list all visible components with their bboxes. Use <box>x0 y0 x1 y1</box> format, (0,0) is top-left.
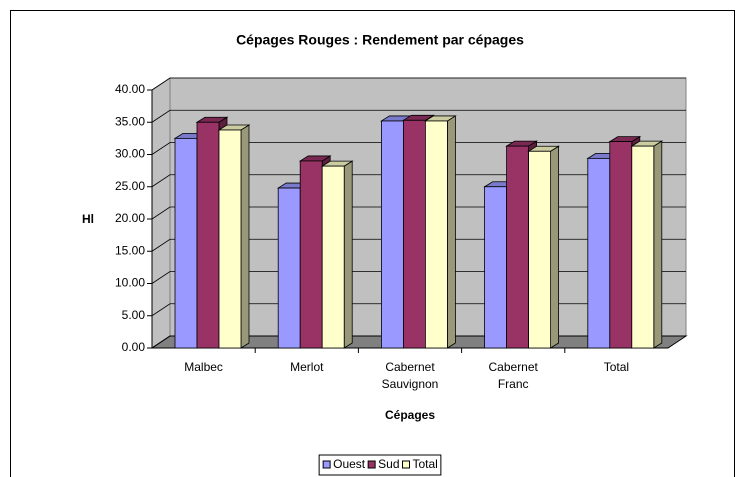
chart-title: Cépages Rouges : Rendement par cépages <box>236 32 524 48</box>
y-tick-label: 40.00 <box>115 82 145 96</box>
bar-front <box>321 165 345 349</box>
legend-label: Total <box>413 457 438 471</box>
x-tick-label-line: Franc <box>498 377 529 391</box>
legend-swatch <box>402 460 411 469</box>
grid-line <box>151 109 686 123</box>
bar-side <box>446 115 456 349</box>
bar-side <box>240 124 250 349</box>
bar <box>424 115 457 349</box>
grid-line <box>151 77 686 91</box>
x-tick-label-line: Sauvignon <box>382 377 439 391</box>
bar-front <box>277 187 301 349</box>
x-axis-title: Cépages <box>385 408 435 422</box>
bar-front <box>424 120 448 349</box>
bar-front <box>174 137 198 349</box>
y-tick-label: 10.00 <box>115 276 145 290</box>
bar-front <box>299 160 323 349</box>
bar-side <box>653 140 663 349</box>
x-tick-label: Cabernet Franc <box>489 360 539 391</box>
legend-label: Ouest <box>333 457 366 471</box>
bar-front <box>196 121 220 349</box>
bar-front <box>380 120 404 349</box>
legend-swatch <box>322 460 331 469</box>
bar-front <box>631 145 655 349</box>
legend-swatch <box>367 460 376 469</box>
bar-front <box>218 129 242 349</box>
y-tick-label: 25.00 <box>115 179 145 193</box>
legend: Ouest Sud Total <box>318 454 442 476</box>
y-tick-label: 5.00 <box>122 308 146 322</box>
bar-front <box>506 145 530 349</box>
x-tick-label: Cabernet Sauvignon <box>382 360 439 391</box>
bar-front <box>484 186 508 349</box>
legend-box <box>318 454 442 476</box>
bar <box>217 124 251 349</box>
bar-front <box>402 119 426 349</box>
legend-label: Sud <box>378 457 399 471</box>
bar-front <box>609 141 633 349</box>
x-tick-label: Merlot <box>290 360 324 374</box>
x-tick-label-line: Cabernet <box>489 360 539 374</box>
bar <box>630 140 664 349</box>
x-tick-label: Total <box>604 360 629 374</box>
bar <box>527 145 560 349</box>
bar-side <box>343 160 353 349</box>
y-tick-label: 35.00 <box>115 114 145 128</box>
bar-side <box>550 145 559 349</box>
y-tick-label: 15.00 <box>115 243 145 257</box>
y-tick-label: 30.00 <box>115 147 145 161</box>
bar-front <box>528 150 551 349</box>
x-tick-label: Malbec <box>184 360 223 374</box>
x-tick-label-line: Cabernet <box>385 360 435 374</box>
y-tick-label: 0.00 <box>122 340 146 354</box>
bar <box>320 160 354 349</box>
y-tick-label: 20.00 <box>115 211 145 225</box>
bar-front <box>587 157 611 349</box>
y-axis-title: Hl <box>82 212 94 226</box>
